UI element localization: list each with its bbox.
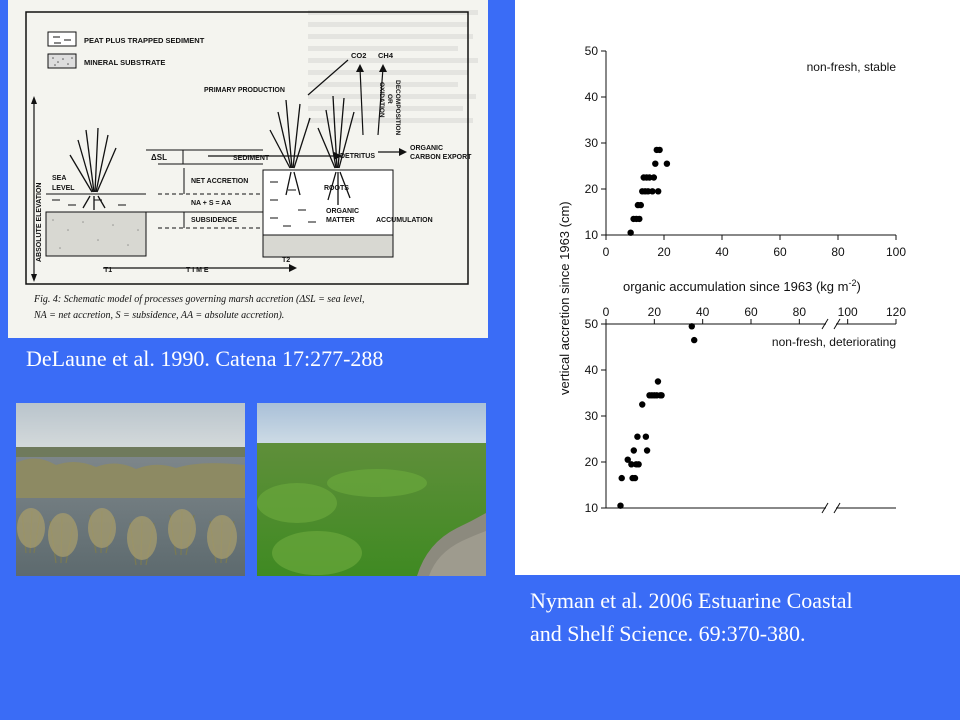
data-point	[630, 447, 637, 454]
fig-caption-line2: NA = net accretion, S = subsidence, AA =…	[33, 310, 284, 321]
data-point	[618, 474, 625, 482]
x-axis-label-superscript: -2	[848, 278, 856, 288]
y-tick-label: 50	[585, 317, 599, 331]
or-label: OR	[386, 94, 393, 104]
accumulation-label: ACCUMULATION	[376, 217, 433, 224]
primary-production-label: PRIMARY PRODUCTION	[204, 87, 285, 94]
data-point	[642, 433, 650, 440]
subsidence-label: SUBSIDENCE	[191, 217, 237, 224]
x-tick-label: 100	[838, 305, 858, 319]
y-tick-label: 30	[585, 136, 599, 150]
sea-label: SEA	[52, 175, 66, 182]
legend-peat-label: PEAT PLUS TRAPPED SEDIMENT	[84, 36, 205, 45]
x-tick-label: 80	[793, 305, 807, 319]
fig-caption-line1: Fig. 4: Schematic model of processes gov…	[33, 294, 365, 305]
x-tick-label: 0	[603, 245, 610, 259]
data-point	[658, 392, 665, 399]
detritus-label: DETRITUS	[340, 153, 375, 160]
chart-title: non-fresh, deteriorating	[772, 335, 896, 349]
data-point	[628, 461, 635, 468]
data-point	[631, 474, 639, 482]
data-point	[643, 447, 651, 454]
time-label: T I M E	[186, 267, 209, 274]
x-tick-label: 60	[773, 245, 787, 259]
sediment-label: SEDIMENT	[233, 155, 270, 162]
equation-label: NA + S = AA	[191, 200, 231, 207]
y-tick-label: 20	[585, 455, 599, 469]
right-citation-line1: Nyman et al. 2006 Estuarine Coastal	[530, 588, 853, 613]
x-tick-label: 40	[715, 245, 729, 259]
matter-label: MATTER	[326, 217, 355, 224]
data-point	[655, 188, 662, 195]
accretion-scatter-figure: 10 20 30 40 50 0 20 40 60 80 100 non-fresh, stable 1…	[515, 0, 960, 575]
data-point	[639, 401, 646, 408]
delta-sl-label: ΔSL	[151, 153, 167, 162]
right-citation-line2: and Shelf Science. 69:370-380.	[530, 621, 806, 646]
axis-break-mark	[821, 318, 829, 330]
data-point	[635, 461, 642, 468]
data-point	[650, 174, 658, 181]
x-tick-label: 80	[831, 245, 845, 259]
x-tick-label: 0	[603, 305, 610, 319]
data-point	[637, 201, 644, 209]
data-point	[688, 323, 695, 330]
x-tick-label: 100	[886, 245, 906, 259]
x-axis-label-close: )	[856, 279, 860, 294]
roots-label: ROOTS	[324, 185, 349, 192]
y-tick-label: 20	[585, 182, 599, 196]
deteriorating-marsh-photo	[16, 403, 245, 576]
data-point	[649, 188, 656, 195]
x-axis-label: organic accumulation since 1963 (kg m-2)	[623, 278, 861, 294]
level-label: LEVEL	[52, 185, 75, 192]
data-point	[634, 433, 641, 440]
x-tick-label: 60	[744, 305, 758, 319]
oxidation-label: OXIDATION	[378, 82, 385, 118]
carbon-export-label: CARBON EXPORT	[410, 154, 472, 161]
data-point	[691, 336, 698, 344]
x-tick-label: 20	[657, 245, 671, 259]
axis-break-mark	[833, 318, 841, 330]
data-point	[617, 502, 624, 509]
t1-label: T1	[104, 267, 112, 274]
axis-break-mark	[821, 502, 829, 514]
y-tick-label: 40	[585, 90, 599, 104]
marsh-accretion-schematic: PEAT PLUS TRAPPED SEDIMENT MINERAL SUBST…	[8, 0, 488, 338]
decomposition-label: DECOMPOSITION	[394, 80, 401, 136]
y-tick-label: 10	[585, 228, 599, 242]
net-accretion-label: NET ACCRETION	[191, 178, 248, 185]
data-point	[636, 215, 643, 223]
y-tick-label: 10	[585, 501, 599, 515]
left-citation: DeLaune et al. 1990. Catena 17:277-288	[26, 346, 384, 371]
data-point	[654, 378, 662, 385]
data-point	[652, 160, 659, 167]
ch4-label: CH4	[378, 51, 394, 60]
y-axis-label: vertical accretion since 1963 (cm)	[557, 201, 572, 395]
data-point	[624, 456, 631, 463]
x-tick-label: 40	[696, 305, 710, 319]
organic-export-label: ORGANIC	[410, 145, 443, 152]
t2-label: T2	[282, 257, 290, 264]
x-tick-label: 20	[648, 305, 662, 319]
data-point	[627, 229, 634, 236]
right-citation: Nyman et al. 2006 Estuarine Coastal and …	[530, 584, 950, 650]
co2-label: CO2	[351, 51, 366, 60]
chart-title: non-fresh, stable	[807, 60, 897, 74]
data-point	[663, 160, 671, 167]
x-tick-label: 120	[886, 305, 906, 319]
y-tick-label: 40	[585, 363, 599, 377]
organic-matter-label: ORGANIC	[326, 208, 359, 215]
stable-marsh-photo	[257, 403, 486, 576]
data-point	[656, 146, 663, 154]
y-tick-label: 50	[585, 44, 599, 58]
absolute-elevation-label: ABSOLUTE ELEVATION	[36, 183, 43, 262]
y-tick-label: 30	[585, 409, 599, 423]
legend-mineral-label: MINERAL SUBSTRATE	[84, 58, 165, 67]
axis-break-mark	[833, 502, 841, 514]
